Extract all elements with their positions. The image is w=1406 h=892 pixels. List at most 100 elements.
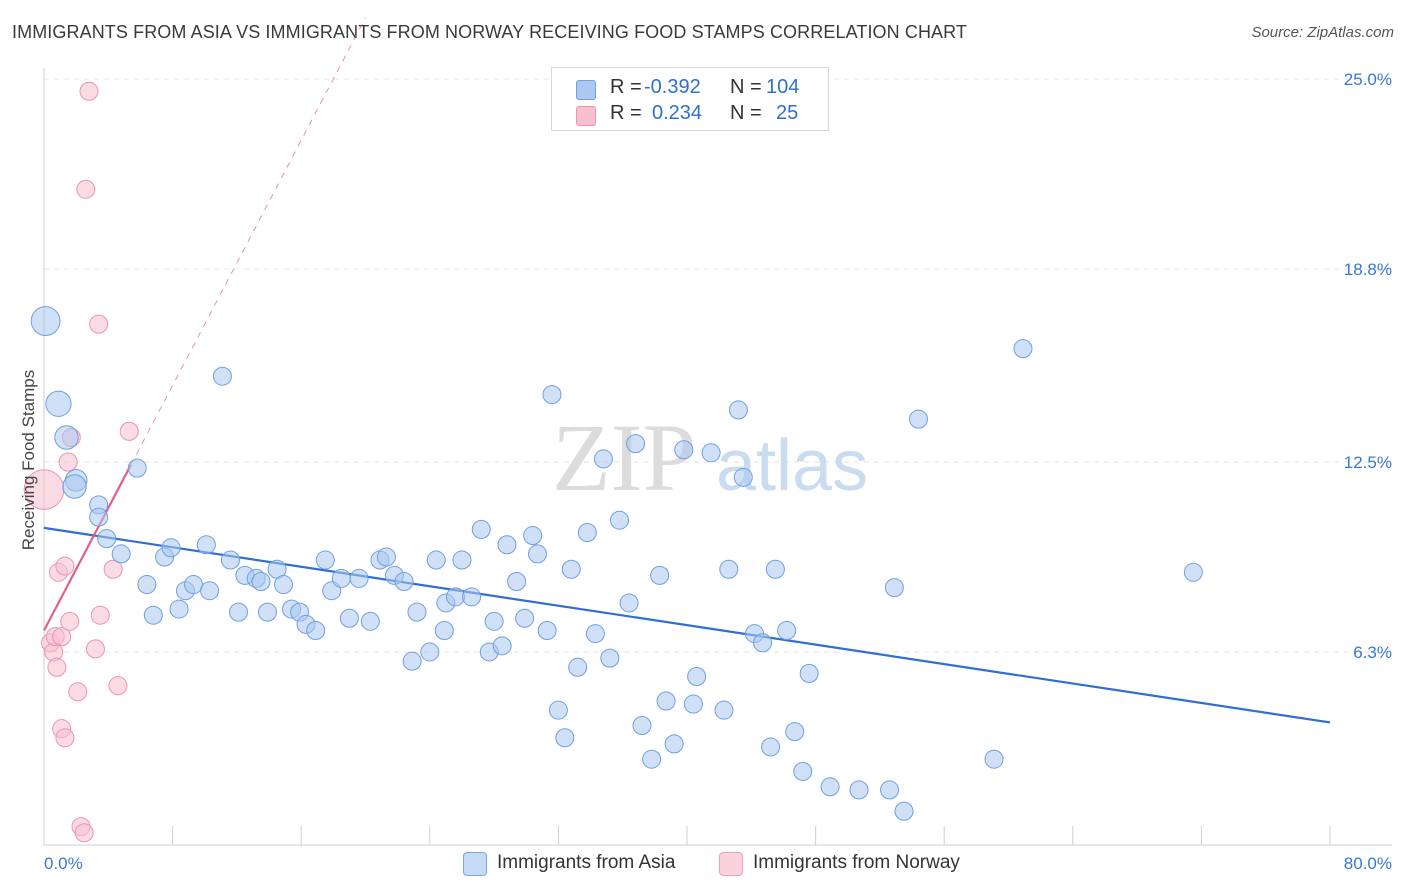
watermark-atlas: atlas xyxy=(716,426,868,506)
asia-point xyxy=(484,611,504,631)
x-tick-label: 0.0% xyxy=(44,854,83,873)
asia-point xyxy=(89,507,109,527)
norway-point xyxy=(119,421,139,441)
asia-point xyxy=(331,568,351,588)
y-tick-label: 18.8% xyxy=(1344,260,1392,279)
asia-point xyxy=(137,575,157,595)
asia-point xyxy=(683,694,703,714)
asia-point xyxy=(111,544,131,564)
asia-point xyxy=(701,443,721,463)
asia-point xyxy=(360,611,380,631)
asia-point xyxy=(394,571,414,591)
asia-point xyxy=(761,737,781,757)
norway-point xyxy=(79,81,99,101)
asia-swatch xyxy=(576,80,596,100)
asia-legend-swatch xyxy=(463,852,487,876)
asia-point xyxy=(45,390,72,417)
asia-point xyxy=(62,474,87,499)
asia-point xyxy=(600,648,620,668)
asia-point xyxy=(880,780,900,800)
norway-point xyxy=(108,676,128,696)
asia-point xyxy=(820,777,840,797)
asia-r-label: R = xyxy=(610,76,642,98)
asia-point xyxy=(212,366,232,386)
norway-n-value: 25 xyxy=(776,102,799,124)
asia-point xyxy=(908,409,928,429)
asia-point xyxy=(339,608,359,628)
asia-point xyxy=(894,801,914,821)
y-tick-label: 6.3% xyxy=(1353,643,1392,662)
source-label: Source: ZipAtlas.com xyxy=(1251,24,1394,41)
norway-trend-line xyxy=(43,464,132,632)
x-tick-labels: 0.0% 80.0% xyxy=(44,854,1392,873)
asia-trend-line xyxy=(43,526,1331,724)
norway-point xyxy=(58,452,78,472)
trend-lines xyxy=(43,17,1331,724)
y-axis-label: Receiving Food Stamps xyxy=(19,370,38,550)
norway-r-value: 0.234 xyxy=(652,102,703,124)
norway-point xyxy=(55,728,75,748)
asia-point xyxy=(169,599,189,619)
asia-n-value: 104 xyxy=(766,76,800,98)
asia-point xyxy=(507,571,527,591)
y-tick-labels: 6.3% 12.5% 18.8% 25.0% xyxy=(1344,70,1392,662)
asia-point xyxy=(626,434,646,454)
asia-point xyxy=(537,621,557,641)
y-tick-label: 25.0% xyxy=(1344,70,1392,89)
asia-point xyxy=(568,657,588,677)
asia-point xyxy=(765,559,785,579)
asia-point xyxy=(593,449,613,469)
norway-trend-extension xyxy=(130,17,366,466)
asia-point xyxy=(555,728,575,748)
asia-point xyxy=(434,621,454,641)
asia-point xyxy=(220,550,240,570)
norway-point xyxy=(85,639,105,659)
asia-point xyxy=(561,559,581,579)
asia-point xyxy=(161,538,181,558)
asia-point xyxy=(609,510,629,530)
chart-title: IMMIGRANTS FROM ASIA VS IMMIGRANTS FROM … xyxy=(12,22,968,42)
asia-point xyxy=(656,691,676,711)
asia-point xyxy=(257,602,277,622)
norway-point xyxy=(90,605,110,625)
asia-point xyxy=(515,608,535,628)
norway-point xyxy=(68,682,88,702)
series-norway-points xyxy=(23,81,139,843)
norway-point xyxy=(60,611,80,631)
norway-point xyxy=(47,657,67,677)
watermark-zip: ZIP xyxy=(552,404,696,511)
asia-point xyxy=(426,550,446,570)
asia-point xyxy=(664,734,684,754)
asia-point xyxy=(315,550,335,570)
asia-point xyxy=(420,642,440,662)
asia-point xyxy=(585,624,605,644)
asia-point xyxy=(1183,562,1203,582)
norway-point xyxy=(52,627,72,647)
correlation-legend: R = -0.392 N = 104 R = 0.234 N = 25 xyxy=(551,67,829,131)
asia-point xyxy=(200,581,220,601)
x-tick-label: 80.0% xyxy=(1344,854,1392,873)
asia-point xyxy=(793,761,813,781)
asia-point xyxy=(446,587,466,607)
asia-point xyxy=(143,605,163,625)
norway-point xyxy=(76,179,96,199)
asia-point xyxy=(687,666,707,686)
asia-point xyxy=(632,716,652,736)
asia-point xyxy=(728,400,748,420)
norway-point xyxy=(103,559,123,579)
asia-point xyxy=(642,749,662,769)
asia-point xyxy=(650,565,670,585)
asia-point xyxy=(492,636,512,656)
asia-point xyxy=(497,535,517,555)
asia-point xyxy=(127,458,147,478)
axes xyxy=(43,68,1392,846)
asia-point xyxy=(30,306,61,336)
asia-r-value: -0.392 xyxy=(644,76,701,98)
asia-legend-label: Immigrants from Asia xyxy=(497,852,676,873)
asia-point xyxy=(452,550,472,570)
norway-r-label: R = xyxy=(610,102,642,124)
norway-legend-swatch xyxy=(719,852,743,876)
asia-point xyxy=(799,663,819,683)
asia-point xyxy=(349,568,369,588)
